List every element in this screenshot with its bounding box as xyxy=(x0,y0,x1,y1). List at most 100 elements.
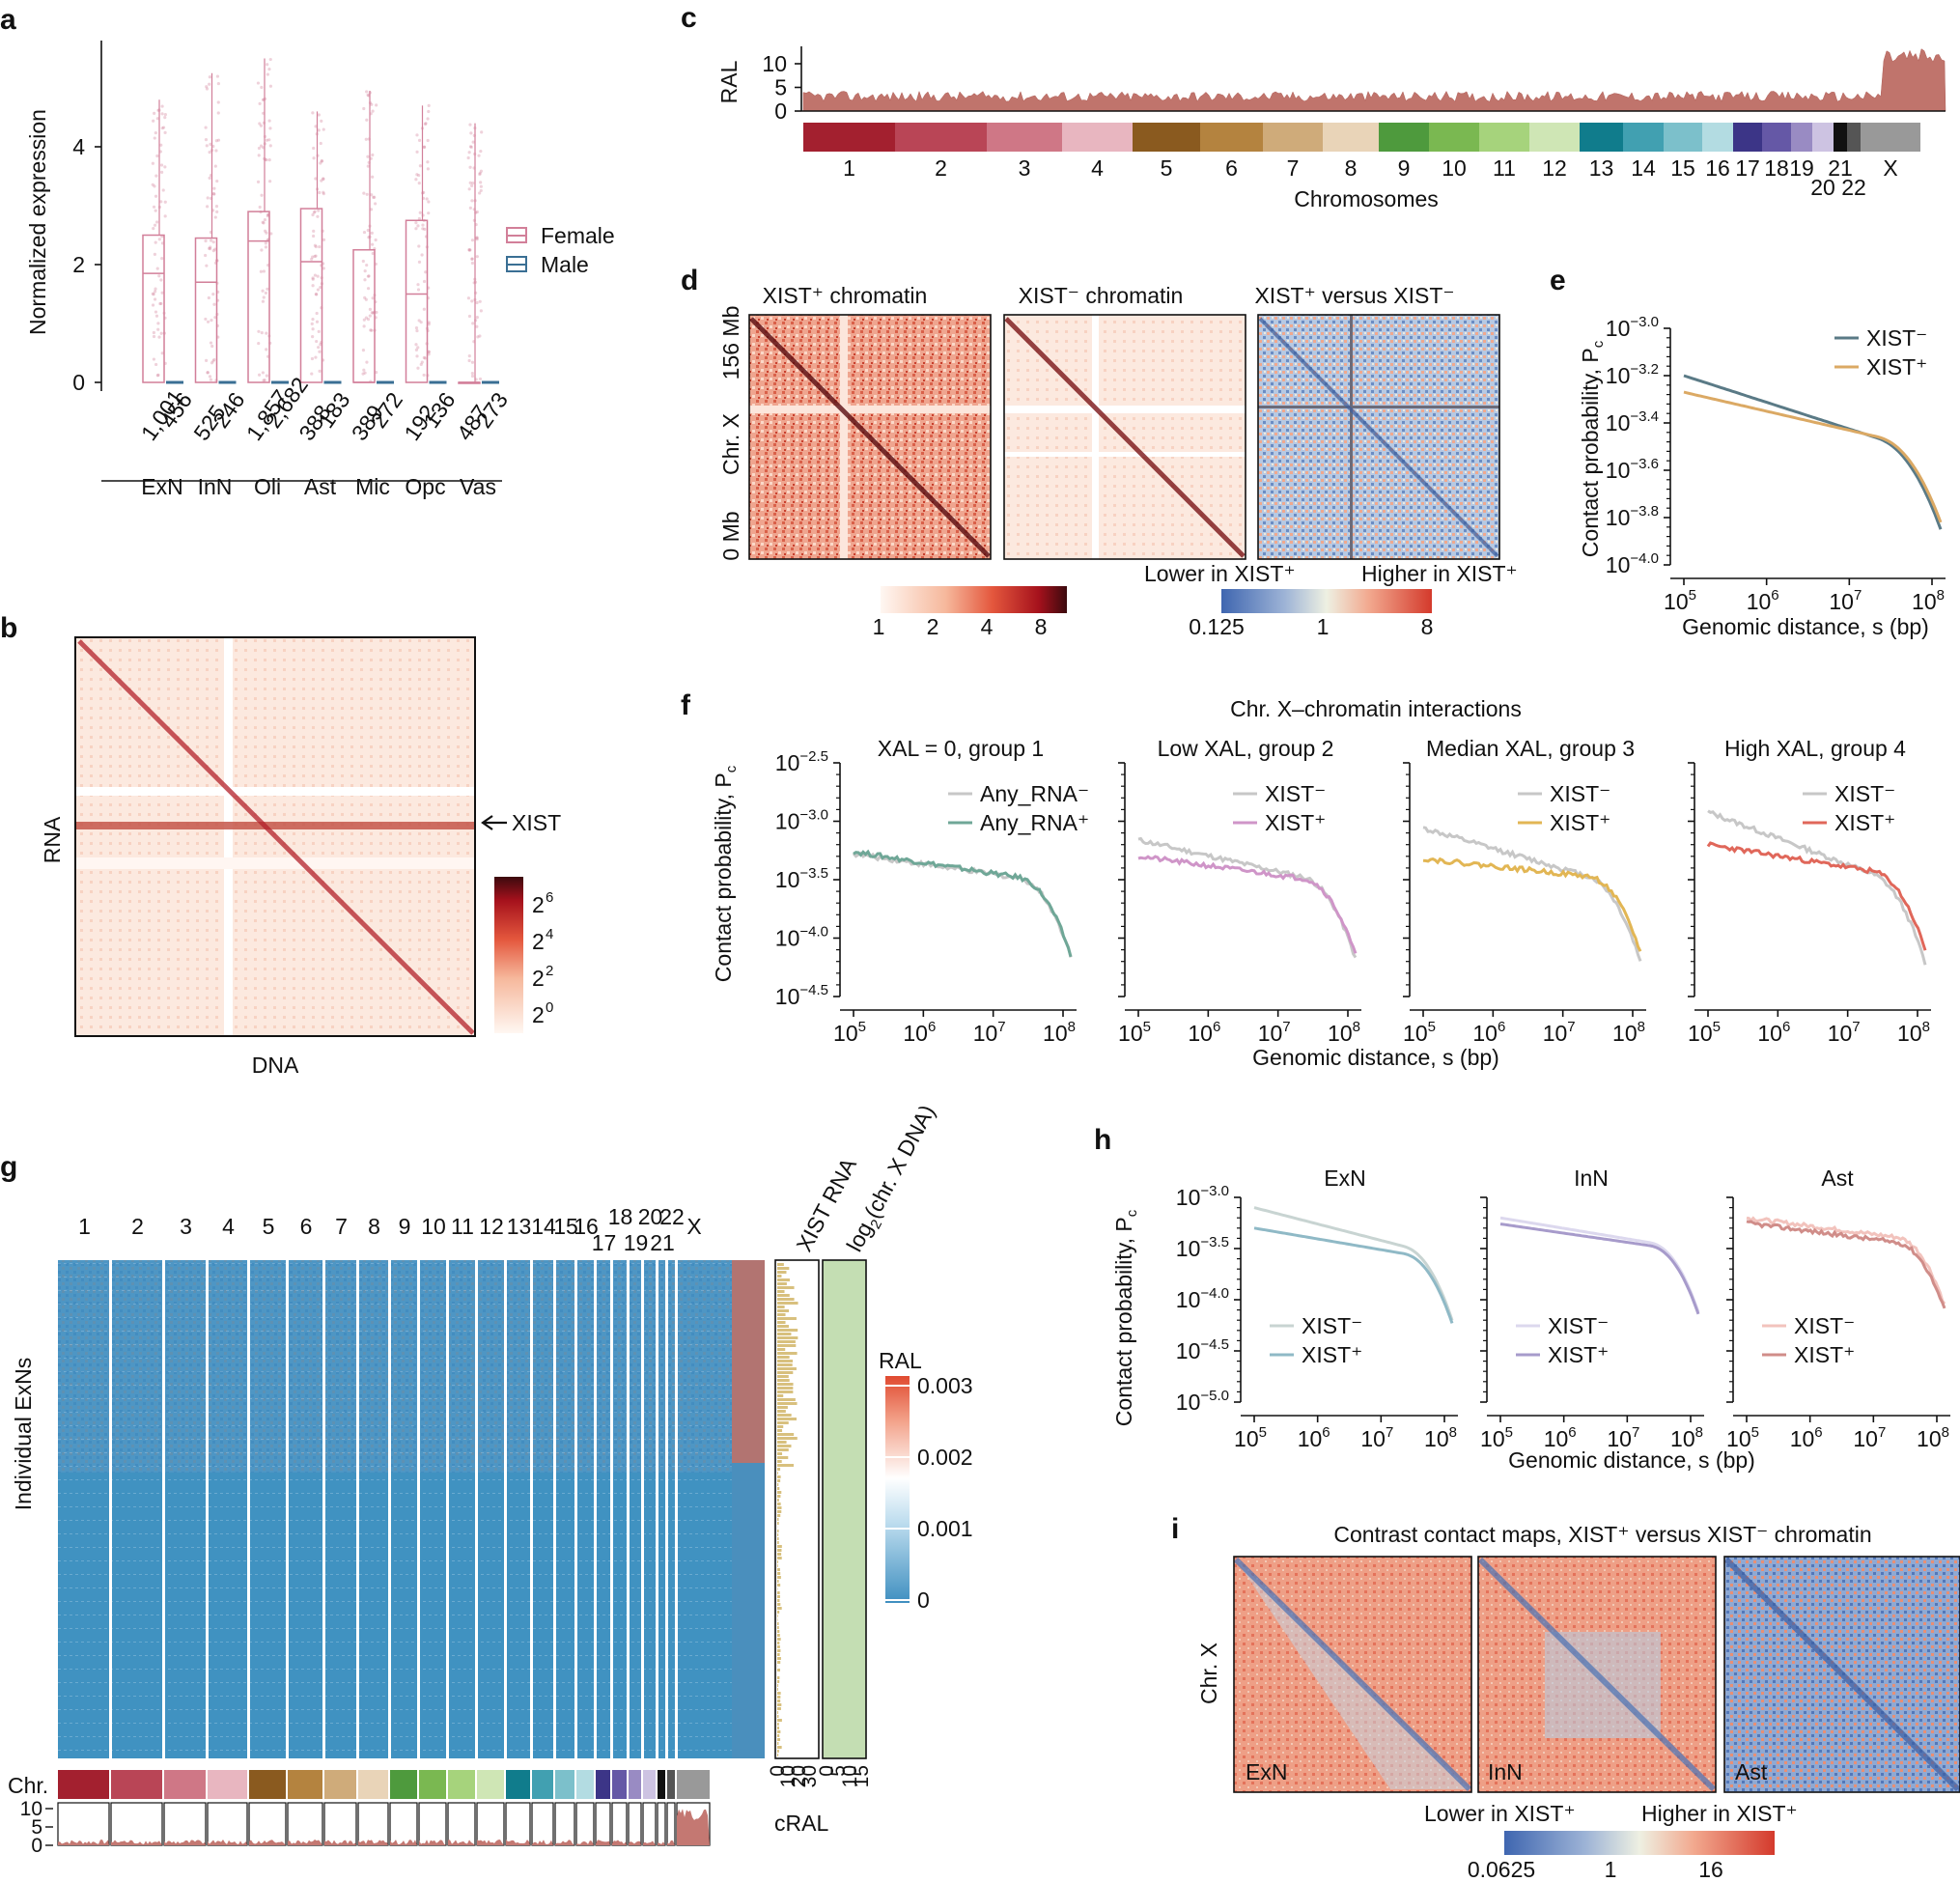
a-point xyxy=(468,248,472,252)
f1-ytick-label: 10−4.5 xyxy=(775,982,828,1009)
xist-rna-bar xyxy=(777,1634,780,1637)
g-chromosome-label: X xyxy=(686,1214,701,1239)
a-point xyxy=(153,223,157,227)
a-point xyxy=(209,245,212,249)
a-point xyxy=(262,221,266,225)
chromosome-bar xyxy=(803,123,1920,152)
a-point xyxy=(317,209,321,212)
cral-box xyxy=(595,1802,611,1846)
a-point xyxy=(153,136,156,140)
ral-tick-label: 0 xyxy=(917,1587,930,1613)
a-point xyxy=(414,178,418,182)
a-point xyxy=(210,344,214,349)
a-point xyxy=(478,334,482,338)
i-scale-label: 0.0625 xyxy=(1468,1857,1535,1882)
a-point xyxy=(266,287,269,291)
f2-legend-label: XIST⁺ xyxy=(1265,810,1326,835)
panel-f-xlabel: Genomic distance, s (bp) xyxy=(1252,1045,1499,1070)
panel-a-boxes xyxy=(142,57,499,384)
xist-rna-bar xyxy=(777,1479,781,1482)
xist-rna-bar xyxy=(777,1267,790,1270)
f3-xtick-label: 105 xyxy=(1403,1019,1436,1046)
chromosome-label: 13 xyxy=(1589,155,1614,181)
a-point xyxy=(265,331,268,335)
cral-trace xyxy=(576,1840,594,1845)
a-point xyxy=(367,274,371,278)
xist-rna-bar xyxy=(777,1371,794,1374)
g-separator xyxy=(286,1260,289,1758)
g-separator xyxy=(675,1260,678,1758)
g-separator xyxy=(109,1260,112,1758)
chromosome-segment xyxy=(1429,123,1479,152)
a-point xyxy=(467,151,471,154)
chromosome-segment xyxy=(1062,123,1133,152)
g-chromosome-label: 18 xyxy=(608,1204,633,1229)
h2-legend-label: XIST⁻ xyxy=(1548,1313,1609,1338)
g-chromosome-label: 3 xyxy=(180,1214,192,1239)
a-point xyxy=(475,210,479,214)
a-point xyxy=(155,117,159,121)
a-point xyxy=(475,255,479,259)
chromosome-label: 14 xyxy=(1631,155,1656,181)
xist-rna-bar xyxy=(777,1406,788,1409)
a-point xyxy=(204,317,208,322)
xist-rna-bar xyxy=(777,1503,781,1505)
chromosome-label: 7 xyxy=(1287,155,1300,181)
panel-letter-b: b xyxy=(0,612,17,644)
f-ylabel: Contact probability, Pc xyxy=(711,765,740,982)
cral-trace xyxy=(506,1840,530,1845)
a-point xyxy=(158,301,162,306)
a-point xyxy=(320,119,323,123)
i-colorbar-labels: 0.0625 1 16 xyxy=(1468,1857,1723,1882)
xist-rna-bar xyxy=(777,1514,781,1517)
a-point xyxy=(426,160,430,164)
xist-rna-bar xyxy=(777,1402,798,1405)
h1-xtick-label: 107 xyxy=(1360,1424,1393,1451)
decay-curve xyxy=(1422,857,1642,952)
a-point xyxy=(425,197,429,201)
g-chromosome-label: 11 xyxy=(451,1214,474,1239)
a-point xyxy=(151,183,154,186)
a-category-label: Opc xyxy=(405,474,445,499)
a-point xyxy=(371,296,375,300)
cral-box xyxy=(110,1802,163,1846)
e-ylabel: Contact probability, Pc xyxy=(1578,340,1607,557)
a-point xyxy=(257,154,261,157)
a-point xyxy=(313,273,318,277)
a-point xyxy=(475,316,479,320)
xist-rna-bar xyxy=(777,1723,779,1726)
xist-rna-bar xyxy=(777,1669,780,1671)
cral-tick-label: 0 xyxy=(31,1835,42,1857)
panel-g: g Individual ExNs 1 2 3 4 5 6 7 8 9 10 11 12 13 14151… xyxy=(0,1101,973,1857)
a-point xyxy=(267,119,271,123)
chromosome-segment xyxy=(1834,123,1847,152)
a-point xyxy=(421,227,425,231)
chromosome-label: 11 xyxy=(1493,155,1516,181)
f2-xtick-label: 108 xyxy=(1328,1019,1360,1046)
a-point xyxy=(417,319,421,323)
a-point xyxy=(260,193,264,197)
a-point xyxy=(268,57,272,62)
xist-rna-bar xyxy=(777,1568,780,1571)
a-point xyxy=(427,352,431,356)
a-point xyxy=(151,161,154,165)
a-point xyxy=(207,295,210,300)
dna-tick: 15 xyxy=(851,1765,873,1787)
a-point xyxy=(470,257,474,261)
xist-rna-bar xyxy=(777,1580,779,1583)
h1-xtick-label: 105 xyxy=(1234,1424,1267,1451)
chromosome-label: 10 xyxy=(1442,155,1467,181)
a-point xyxy=(258,205,262,210)
xist-rna-bar xyxy=(777,1390,794,1393)
a-point xyxy=(153,111,156,116)
a-point xyxy=(366,93,370,97)
panel-h-xlabel: Genomic distance, s (bp) xyxy=(1508,1447,1755,1473)
a-point xyxy=(163,165,167,169)
xist-rna-bar xyxy=(777,1333,792,1335)
a-point xyxy=(371,251,375,256)
xist-tick: 10 xyxy=(777,1765,799,1787)
c-ytick-label: 0 xyxy=(774,98,787,124)
a-point xyxy=(417,260,422,264)
